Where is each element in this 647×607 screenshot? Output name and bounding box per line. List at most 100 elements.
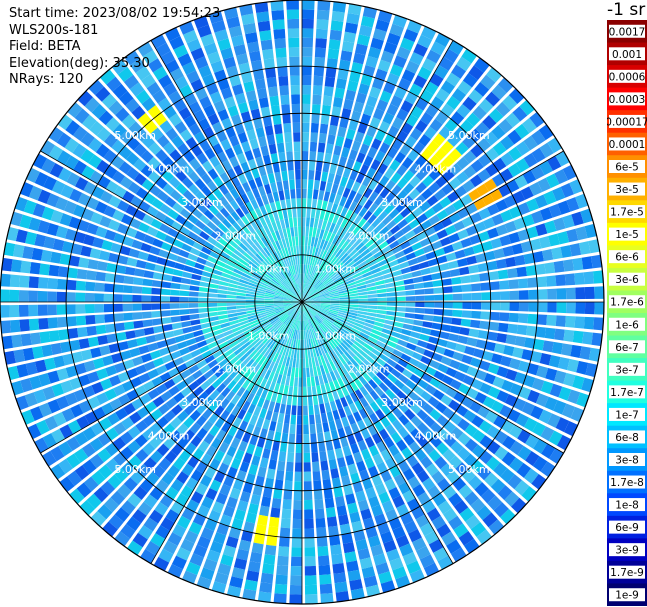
range-gate [292,255,296,266]
range-gate [344,351,353,361]
range-gate [228,340,239,349]
range-gate [302,122,310,133]
range-gate [112,83,128,99]
colorbar-tick-box [609,272,645,286]
range-gate [288,170,295,180]
range-gate [315,336,322,346]
range-gate [411,325,423,333]
range-gate [371,329,382,336]
range-gate [431,272,442,280]
range-gate [370,246,381,255]
range-gate [307,309,314,318]
range-gate [527,313,538,325]
range-gate [176,423,189,436]
range-gate [402,368,413,379]
range-gate [344,551,357,563]
range-gate [303,320,305,331]
range-gate [241,140,251,153]
range-gate [424,207,436,219]
range-gate [280,259,287,269]
range-gate [0,305,10,318]
range-gate [571,211,584,226]
range-gate [310,266,316,276]
range-gate [335,236,343,247]
range-gate [538,409,553,424]
range-gate [117,255,129,265]
range-gate [203,265,214,273]
range-gate [358,349,369,359]
range-gate [199,364,211,375]
range-gate [104,273,116,283]
range-gate [66,279,77,291]
range-gate [369,401,380,413]
range-gate [326,57,338,69]
range-gate [422,402,435,415]
range-gate [292,518,302,529]
range-gate [462,374,475,386]
range-gate [302,151,309,161]
range-gate [347,463,358,475]
range-gate [112,437,126,451]
range-gate [311,198,318,209]
range-gate [207,134,219,147]
range-gate [350,381,359,392]
range-gate [317,335,324,345]
range-gate [259,205,268,216]
range-gate [412,224,424,235]
range-gate [264,369,272,380]
range-gate [429,408,442,421]
range-gate [176,547,191,561]
range-gate [318,289,328,295]
range-gate [322,262,330,272]
range-gate [203,558,218,572]
range-gate [281,104,291,115]
range-gate [350,588,365,600]
range-gate [466,112,481,127]
range-gate [197,24,212,38]
range-gate [308,338,312,349]
range-gate [124,266,136,276]
range-gate [336,388,345,399]
range-gate [283,123,292,134]
range-gate [365,282,376,288]
range-gate [68,216,81,230]
range-gate [262,419,271,430]
range-gate [215,260,226,268]
range-gate [173,457,186,470]
range-gate [297,405,302,416]
range-gate [339,252,349,262]
range-gate [292,302,302,305]
range-gate [262,399,270,410]
range-gate [379,187,390,199]
ring-label: 3.00km [181,196,223,209]
range-gate [151,310,162,318]
range-gate [115,264,127,274]
range-gate [398,460,410,473]
range-gate [312,461,320,472]
range-gate [309,348,314,358]
range-gate [381,500,395,513]
range-gate [320,354,326,365]
range-gate [480,74,496,90]
range-gate [325,281,335,288]
range-gate [303,405,308,416]
range-gate [108,514,124,530]
range-gate [361,175,372,187]
range-gate [539,236,551,249]
range-gate [350,422,360,434]
range-gate [147,368,160,380]
range-gate [203,332,214,340]
range-gate [66,316,77,327]
range-gate [270,153,279,164]
range-gate [260,319,270,326]
range-gate [255,253,264,262]
range-gate [145,471,160,486]
range-gate [531,147,546,163]
range-gate [41,249,53,263]
range-gate [405,342,417,351]
range-gate [242,226,252,236]
range-gate [158,403,170,415]
range-gate [448,399,461,412]
range-gate [234,509,246,521]
range-gate [358,295,368,299]
